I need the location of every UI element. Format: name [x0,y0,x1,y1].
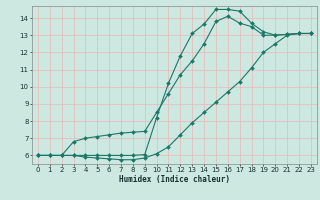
X-axis label: Humidex (Indice chaleur): Humidex (Indice chaleur) [119,175,230,184]
